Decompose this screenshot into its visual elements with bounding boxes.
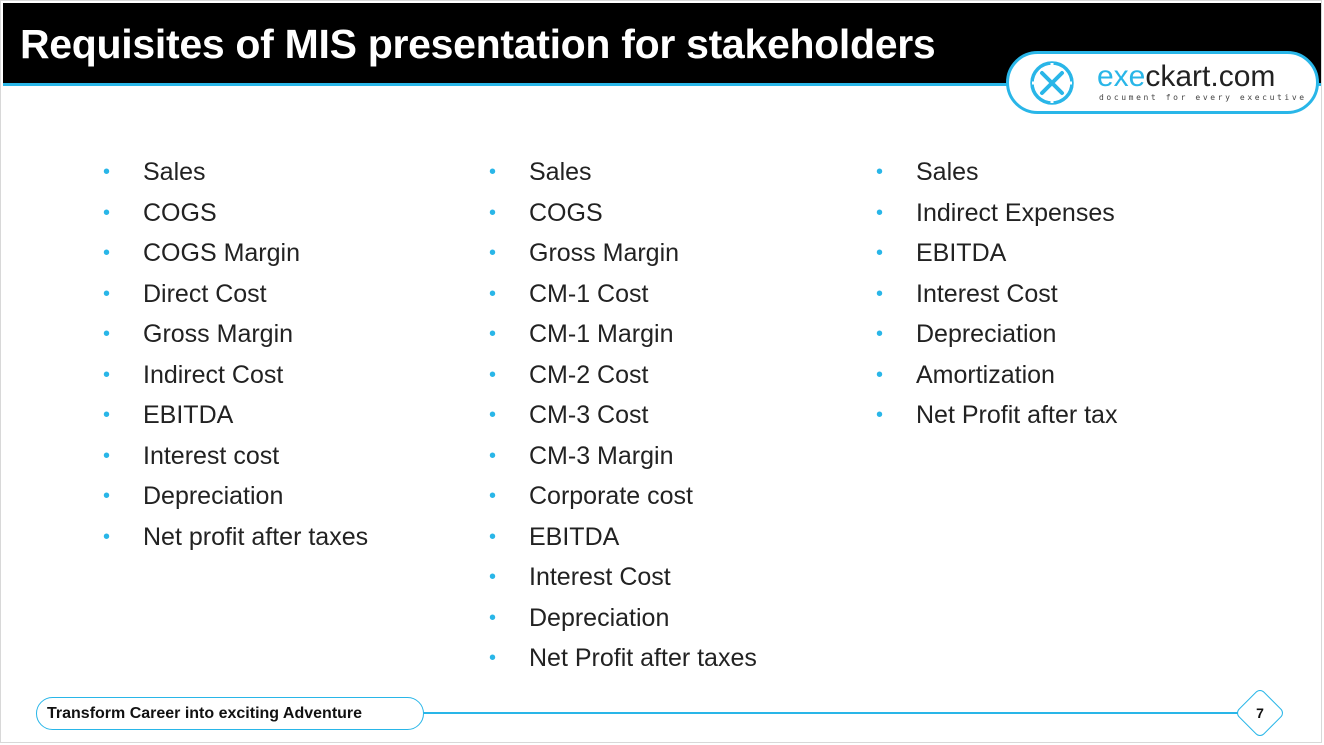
list-item-label: Indirect Expenses <box>916 198 1115 227</box>
title-underline <box>3 83 1321 86</box>
list-item-label: Gross Margin <box>529 239 680 267</box>
bullet-icon: • <box>103 485 111 507</box>
list-item-label: Depreciation <box>916 320 1057 348</box>
logo-wordmark-suffix: ckart.com <box>1145 60 1276 93</box>
list-item-label: Depreciation <box>143 482 284 510</box>
bullet-icon: • <box>103 161 111 183</box>
list-item-label: Gross Margin <box>143 320 294 348</box>
footer-divider-line <box>420 712 1240 714</box>
bullet-icon: • <box>876 282 884 305</box>
execkart-logo: execkart.com document for every executiv… <box>1006 51 1319 114</box>
bullet-icon: • <box>489 485 497 507</box>
bullet-icon: • <box>103 242 111 264</box>
list-item-label: Sales <box>529 158 592 186</box>
bullet-icon: • <box>103 404 111 426</box>
list-item-label: CM-3 Margin <box>529 441 674 470</box>
bullet-icon: • <box>876 242 884 264</box>
list-item-label: Indirect Cost <box>143 360 284 389</box>
list-item-label: CM-3 Cost <box>529 401 649 429</box>
list-item-label: Net profit after taxes <box>143 522 369 551</box>
list-item-label: EBITDA <box>529 522 620 551</box>
bullet-icon: • <box>103 444 111 467</box>
footer-tagline-pill: Transform Career into exciting Adventure <box>36 697 424 730</box>
bullet-icon: • <box>489 201 497 224</box>
bullet-icon: • <box>103 323 111 345</box>
bullet-icon: • <box>489 606 497 629</box>
list-item-label: CM-1 Cost <box>529 279 649 308</box>
bullet-icon: • <box>103 201 111 224</box>
list-item-label: CM-2 Cost <box>529 360 649 389</box>
bullet-icon: • <box>876 363 884 386</box>
logo-tagline: document for every executive <box>1099 93 1307 102</box>
list-item-label: Depreciation <box>529 603 670 632</box>
bullet-icon: • <box>489 647 497 669</box>
bullet-icon: • <box>489 525 497 548</box>
list-item-label: Sales <box>916 158 979 186</box>
bullet-icon: • <box>489 282 497 305</box>
list-item-label: Corporate cost <box>529 482 693 510</box>
bullet-icon: • <box>103 282 111 305</box>
list-item-label: Interest cost <box>143 441 280 470</box>
list-item-label: COGS <box>143 198 217 227</box>
list-item-label: Interest Cost <box>916 279 1058 308</box>
bullet-icon: • <box>489 363 497 386</box>
list-item-label: Sales <box>143 158 206 186</box>
list-item-label: Amortization <box>916 360 1055 389</box>
bullet-icon: • <box>876 404 884 426</box>
page-title: Requisites of MIS presentation for stake… <box>20 21 936 67</box>
list-item-label: Net Profit after taxes <box>529 644 757 672</box>
footer-tagline: Transform Career into exciting Adventure <box>47 705 363 722</box>
bullet-icon: • <box>489 404 497 426</box>
list-item-label: Net Profit after tax <box>916 401 1118 429</box>
bullet-icon: • <box>489 161 497 183</box>
bullet-icon: • <box>489 323 497 345</box>
bullet-icon: • <box>489 566 497 588</box>
bullet-icon: • <box>489 242 497 264</box>
bullet-icon: • <box>489 444 497 467</box>
list-item-label: COGS <box>529 198 603 227</box>
bullet-icon: • <box>876 201 884 224</box>
list-item-label: EBITDA <box>143 401 234 429</box>
page-number: 7 <box>1256 705 1264 721</box>
list-item-label: Interest Cost <box>529 563 671 591</box>
list-item-label: Direct Cost <box>143 279 267 308</box>
bullet-icon: • <box>876 323 884 345</box>
bullet-icon: • <box>103 363 111 386</box>
logo-wordmark: execkart.com <box>1097 60 1275 94</box>
list-item-label: EBITDA <box>916 239 1007 267</box>
bullet-icon: • <box>876 161 884 183</box>
list-item-label: COGS Margin <box>143 239 300 267</box>
bullet-icon: • <box>103 525 111 548</box>
logo-wordmark-prefix: exe <box>1097 60 1146 93</box>
execkart-x-logo-icon <box>1030 61 1074 105</box>
list-item-label: CM-1 Margin <box>529 320 674 348</box>
